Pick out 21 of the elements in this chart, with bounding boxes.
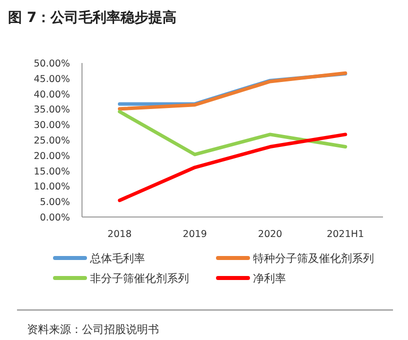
legend-label: 非分子筛催化剂系列 <box>90 272 189 285</box>
y-tick-label: 40.00% <box>34 89 70 100</box>
legend-label: 净利率 <box>253 272 286 285</box>
y-tick-label: 10.00% <box>34 182 70 193</box>
x-tick-label: 2021H1 <box>326 229 364 240</box>
y-tick-label: 20.00% <box>34 150 70 162</box>
y-tick-label: 25.00% <box>34 136 70 146</box>
text: 资料来源：公司招股说明书 <box>27 323 159 336</box>
x-tick-label: 2019 <box>182 229 207 240</box>
y-tick-label: 30.00% <box>34 120 70 132</box>
y-tick-label: 50.00% <box>34 58 70 70</box>
y-tick-label: 0.00% <box>40 212 70 224</box>
x-tick-label: 2020 <box>258 229 282 240</box>
y-tick-label: 35.00% <box>34 104 70 116</box>
y-tick-label: 45.00% <box>34 74 70 85</box>
chart-title: 图 7：公司毛利率稳步提高 <box>8 9 177 26</box>
y-tick-label: 5.00% <box>40 197 70 208</box>
x-tick-label: 2018 <box>108 229 132 240</box>
legend-label: 特种分子筛及催化剂系列 <box>253 252 374 265</box>
legend-label: 总体毛利率 <box>89 252 145 265</box>
y-tick-label: 15.00% <box>34 166 70 178</box>
